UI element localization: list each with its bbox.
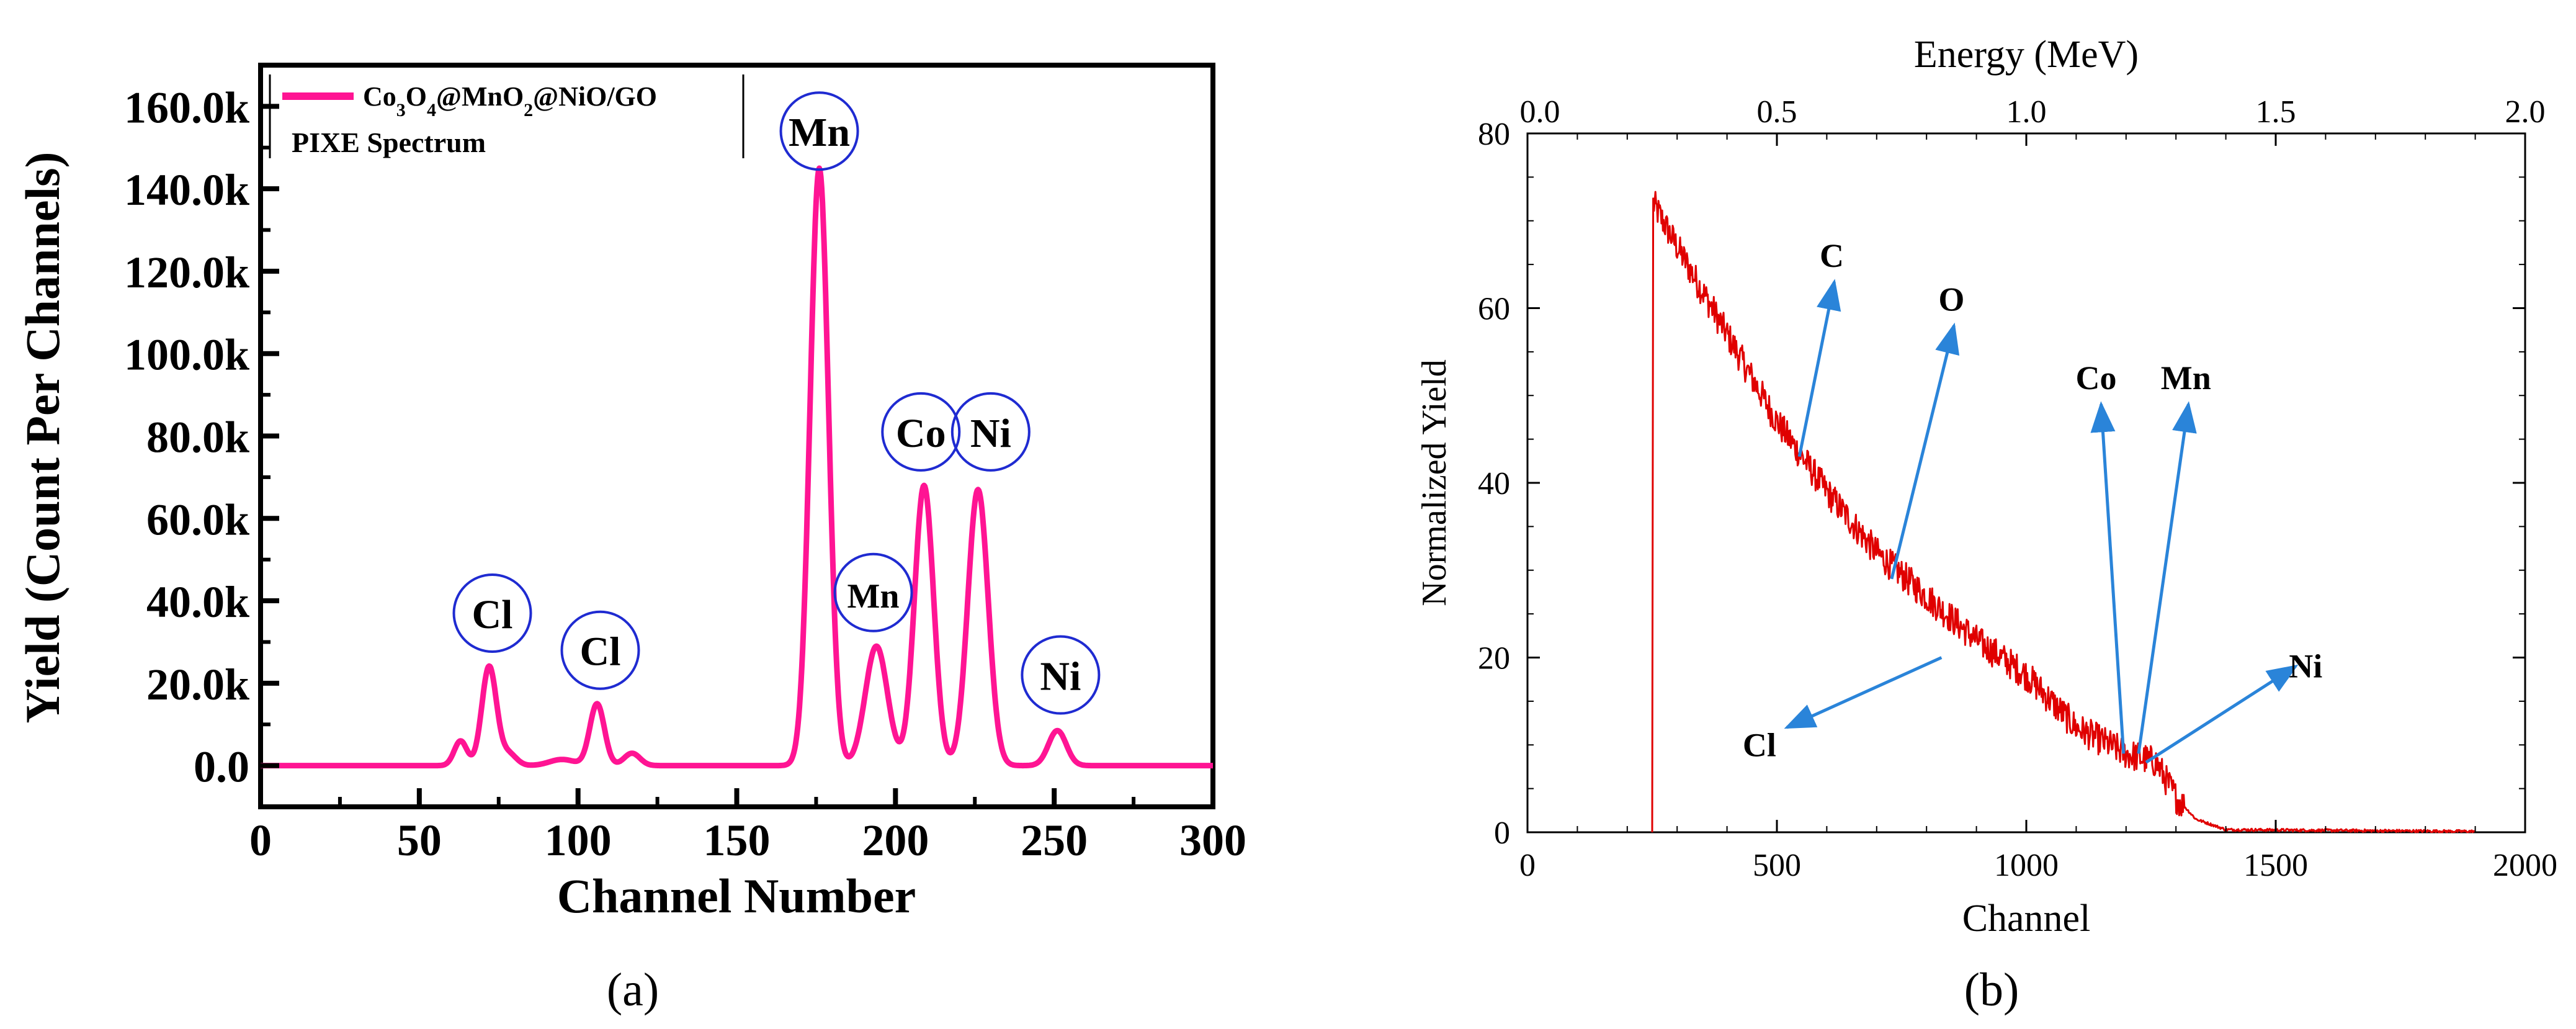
chart-a-annotation-circle: [881, 392, 961, 472]
chart-b-xtick-label: 1000: [1994, 848, 2059, 883]
chart-b-annotation-arrow: [2137, 401, 2197, 754]
chart-b-xtick-label: 500: [1753, 848, 1801, 883]
chart-a-annotation-label: Ni: [1040, 654, 1081, 699]
chart-a-annotation-label: Cl: [579, 629, 620, 675]
chart-b-ytick-label: 40: [1478, 466, 1510, 501]
chart-b-ytick-label: 0: [1494, 816, 1510, 851]
chart-a-ylabel: Yield (Count Per Channels): [16, 152, 69, 724]
chart-b-ytick-label: 80: [1478, 117, 1510, 152]
chart-b-annotation-label: Mn: [2161, 359, 2211, 397]
chart-a-xtick-label: 100: [545, 816, 612, 865]
chart-b-series-line: [1651, 191, 2475, 834]
chart-a-xtick-label: 300: [1179, 816, 1246, 865]
chart-b-annotation-arrow: [2145, 664, 2299, 764]
chart-b-ytick-label: 20: [1478, 641, 1510, 676]
chart-a-annotation-circle: [950, 392, 1031, 472]
chart-b-annotation-arrow: [1784, 656, 1943, 729]
chart-a-ytick-label: 140.0k: [124, 165, 249, 215]
chart-a-annotation-label: Cl: [472, 592, 513, 637]
chart-a-annotation-label: Mn: [789, 110, 850, 155]
chart-b-xtick-label: 0: [1519, 848, 1536, 883]
chart-b-annotation-arrow: [1890, 322, 1960, 580]
chart-a-annotation-circle: [833, 552, 913, 632]
chart-a-ytick-label: 20.0k: [146, 660, 249, 709]
chart-b-annotation-arrow: [1797, 279, 1841, 457]
chart-a-legend: Co3O4@MnO2@NiO/GO PIXE Spectrum: [269, 74, 745, 158]
chart-b-annotation-label: O: [1938, 281, 1964, 318]
legend-series-label: Co3O4@MnO2@NiO/GO: [363, 81, 657, 120]
chart-b-xlabel: Channel: [1962, 897, 2091, 940]
chart-a-xtick-label: 150: [704, 816, 771, 865]
chart-a-annotation-label: Co: [896, 411, 946, 456]
chart-a-xlabel: Channel Number: [557, 869, 916, 923]
chart-b-annotation-arrow: [2090, 401, 2126, 754]
chart-a: 0 50 100 150 200 250 300 0.0 20.0k 40.0k 60.0k 80.0…: [16, 63, 1246, 1016]
chart-a-ytick-label: 0.0: [194, 742, 249, 792]
chart-a-ytick-label: 60.0k: [146, 495, 249, 544]
chart-b-ytick-label: 60: [1478, 292, 1510, 327]
chart-a-annotation-circle: [452, 573, 532, 653]
chart-a-ytick-label: 40.0k: [146, 577, 249, 627]
chart-a-ytick-label: 160.0k: [124, 83, 249, 132]
chart-b-x2tick-label: 0.5: [1757, 94, 1797, 130]
legend-subtitle: PIXE Spectrum: [292, 127, 486, 158]
chart-a-series-line: [258, 165, 1215, 769]
chart-b-xtick-label: 1500: [2243, 848, 2308, 883]
chart-a-ytick-label: 120.0k: [124, 248, 249, 297]
chart-b-annotation-label: Ni: [2289, 648, 2322, 685]
chart-a-annotation-circle: [560, 610, 640, 690]
chart-a-annotation-label: Mn: [847, 577, 900, 616]
panel-a-label: (a): [607, 964, 659, 1016]
chart-a-xtick-label: 0: [249, 816, 272, 865]
chart-a-annotation-circle: [779, 91, 859, 171]
chart-a-ytick-label: 100.0k: [124, 330, 249, 380]
chart-a-ytick-label: 80.0k: [146, 413, 249, 462]
chart-b-x2tick-label: 1.5: [2256, 94, 2296, 130]
chart-a-annotation-label: Ni: [970, 411, 1011, 456]
chart-b-annotation-label: C: [1820, 237, 1844, 274]
chart-a-plot-area: [258, 63, 1215, 809]
panel-b-label: (b): [1964, 964, 2019, 1016]
chart-b-xtick-label: 2000: [2493, 848, 2557, 883]
chart-b-plot-area: [1526, 132, 2526, 834]
chart-b-x2tick-label: 0.0: [1520, 94, 1560, 130]
chart-b-x2tick-label: 1.0: [2006, 94, 2047, 130]
chart-a-xtick-label: 250: [1021, 816, 1088, 865]
chart-a-annotation-circle: [1021, 635, 1101, 715]
chart-b-annotation-label: Cl: [1743, 726, 1776, 763]
chart-b-x2tick-label: 2.0: [2505, 94, 2546, 130]
chart-a-xtick-label: 50: [397, 816, 442, 865]
chart-a-xtick-label: 200: [862, 816, 929, 865]
chart-b-x2label: Energy (MeV): [1914, 34, 2139, 76]
chart-b-ylabel: Normalized Yield: [1415, 359, 1454, 606]
chart-b-annotation-label: Co: [2076, 359, 2117, 397]
chart-b: 0 0.0 500 0.5 1000 1.0 1500 1.5 2000 2.0 0 20 40 60 80…: [1415, 34, 2557, 1016]
